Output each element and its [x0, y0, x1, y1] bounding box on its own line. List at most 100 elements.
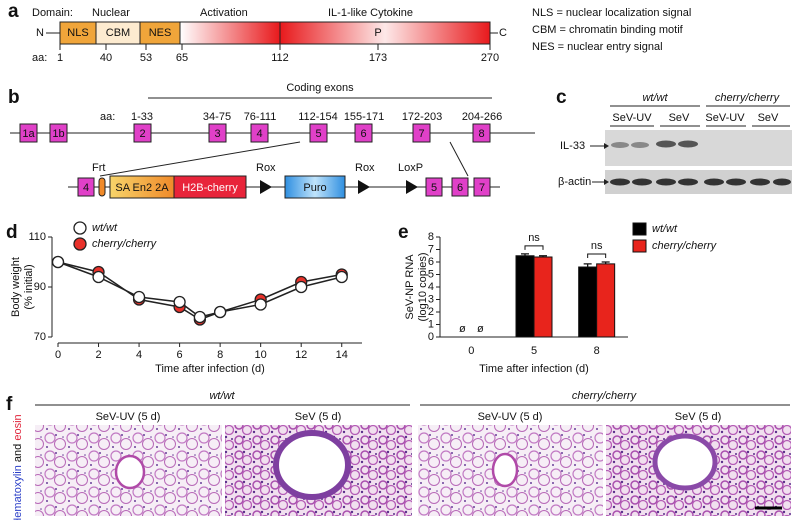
region-box — [179, 21, 281, 45]
y-tick-label: 110 — [28, 231, 46, 243]
x-tick-label: 4 — [136, 349, 142, 361]
arrow-head — [604, 179, 609, 185]
aa-position: 65 — [176, 52, 188, 64]
aa-range: 155-171 — [344, 111, 384, 123]
domain-label: CBM — [106, 27, 130, 39]
panel-label: c — [556, 87, 567, 108]
arrow-head — [604, 143, 609, 149]
element-box — [173, 175, 247, 199]
element-label: SA En2 2A — [115, 182, 169, 194]
site-label: P — [374, 27, 381, 39]
y-tick-label: 1 — [428, 318, 434, 330]
data-point — [173, 295, 186, 309]
y-tick-label: 8 — [428, 231, 434, 243]
condition-label: SeV (5 d) — [295, 411, 341, 423]
y-tick-label: 3 — [428, 293, 434, 305]
element-label: Rox — [355, 162, 375, 174]
group-label: cherry/cherry — [572, 390, 638, 402]
row-label: β-actin — [558, 176, 591, 188]
element-label: H2B-cherry — [182, 182, 238, 194]
y-axis-label: (% initial) — [23, 264, 35, 309]
aa-range: 112-154 — [298, 111, 338, 123]
lane-label: SeV — [758, 112, 779, 124]
legend-marker — [632, 222, 647, 236]
significance-bracket — [587, 253, 607, 258]
element-box — [284, 175, 346, 199]
significance-label: ns — [528, 232, 540, 244]
condition-label: SeV (5 d) — [675, 411, 721, 423]
rox-site — [358, 180, 370, 194]
exons — [19, 123, 491, 143]
exon-label: 5 — [431, 182, 437, 194]
y-axis-label: SeV-NP RNA — [404, 254, 416, 320]
legend-label: cherry/cherry — [652, 240, 718, 252]
legend-label: cherry/cherry — [92, 238, 158, 250]
aa-range: 34-75 — [203, 111, 231, 123]
data-point — [295, 280, 308, 294]
bar — [515, 255, 535, 338]
group-label: wt/wt — [209, 390, 235, 402]
panel-label: d — [6, 222, 18, 243]
legend-label: wt/wt — [652, 223, 678, 235]
row-label: IL-33 — [560, 140, 585, 152]
aa-position: 40 — [100, 52, 112, 64]
panel-f: f wt/wt cherry/cherry SeV-UV (5 d) SeV (… — [6, 390, 791, 520]
aa-position: 270 — [481, 52, 499, 64]
bands — [610, 178, 791, 186]
x-tick-label: 0 — [55, 349, 61, 361]
exon-label: 5 — [315, 128, 321, 140]
group-label: cherry/cherry — [715, 92, 781, 104]
not-detected: ø — [459, 323, 466, 335]
region-box — [279, 21, 491, 45]
airway — [491, 452, 519, 488]
condition-label: SeV-UV (5 d) — [96, 411, 161, 423]
significance-bracket — [524, 245, 544, 250]
y-tick-label: 5 — [428, 268, 434, 280]
x-tick-label: 0 — [468, 345, 474, 357]
element-label: Puro — [303, 182, 326, 194]
exon-label: 1b — [52, 128, 64, 140]
error-bar — [539, 255, 547, 257]
panel-label: b — [8, 87, 20, 108]
aa-range: 76-111 — [244, 111, 277, 123]
aa-position: 1 — [57, 52, 63, 64]
y-tick-label: 6 — [428, 256, 434, 268]
x-tick-label: 12 — [295, 349, 307, 361]
panel-label: e — [398, 222, 409, 243]
data-point — [193, 310, 207, 324]
data-point — [132, 290, 146, 304]
stain-word: eosin — [12, 414, 24, 440]
aa-range: 1-33 — [131, 111, 153, 123]
legend-text: NLS = nuclear localization signal — [532, 7, 691, 19]
x-tick-label: 6 — [177, 349, 183, 361]
aa-position: 112 — [271, 52, 289, 64]
lane-label: SeV-UV — [612, 112, 652, 124]
y-tick-label: 2 — [428, 306, 434, 318]
panel-label: a — [8, 1, 19, 22]
not-detected: ø — [477, 323, 484, 335]
region-label: Nuclear — [92, 7, 130, 19]
exon — [451, 177, 469, 197]
x-tick-label: 8 — [217, 349, 223, 361]
exon-label: 6 — [360, 128, 366, 140]
y-axis-label: (log10 copies) — [417, 252, 429, 321]
legend-marker — [632, 239, 647, 253]
aa-label: aa: — [32, 52, 47, 64]
error-bar — [521, 253, 529, 256]
terminus: C — [499, 27, 507, 39]
legend-marker — [73, 237, 87, 251]
stain-word: Hematoxylin — [12, 465, 24, 520]
bar — [533, 256, 553, 338]
domain-label: Domain: — [32, 7, 73, 19]
data-point — [51, 255, 65, 269]
exon — [473, 177, 491, 197]
legend-text: NES = nuclear entry signal — [532, 41, 663, 53]
loxp-site — [406, 180, 418, 194]
y-tick-label: 70 — [34, 331, 46, 343]
aa-position: 173 — [369, 52, 387, 64]
stain-label: Hematoxylin and eosin — [12, 414, 24, 520]
terminus: N — [36, 27, 44, 39]
exon-label: 2 — [139, 128, 145, 140]
